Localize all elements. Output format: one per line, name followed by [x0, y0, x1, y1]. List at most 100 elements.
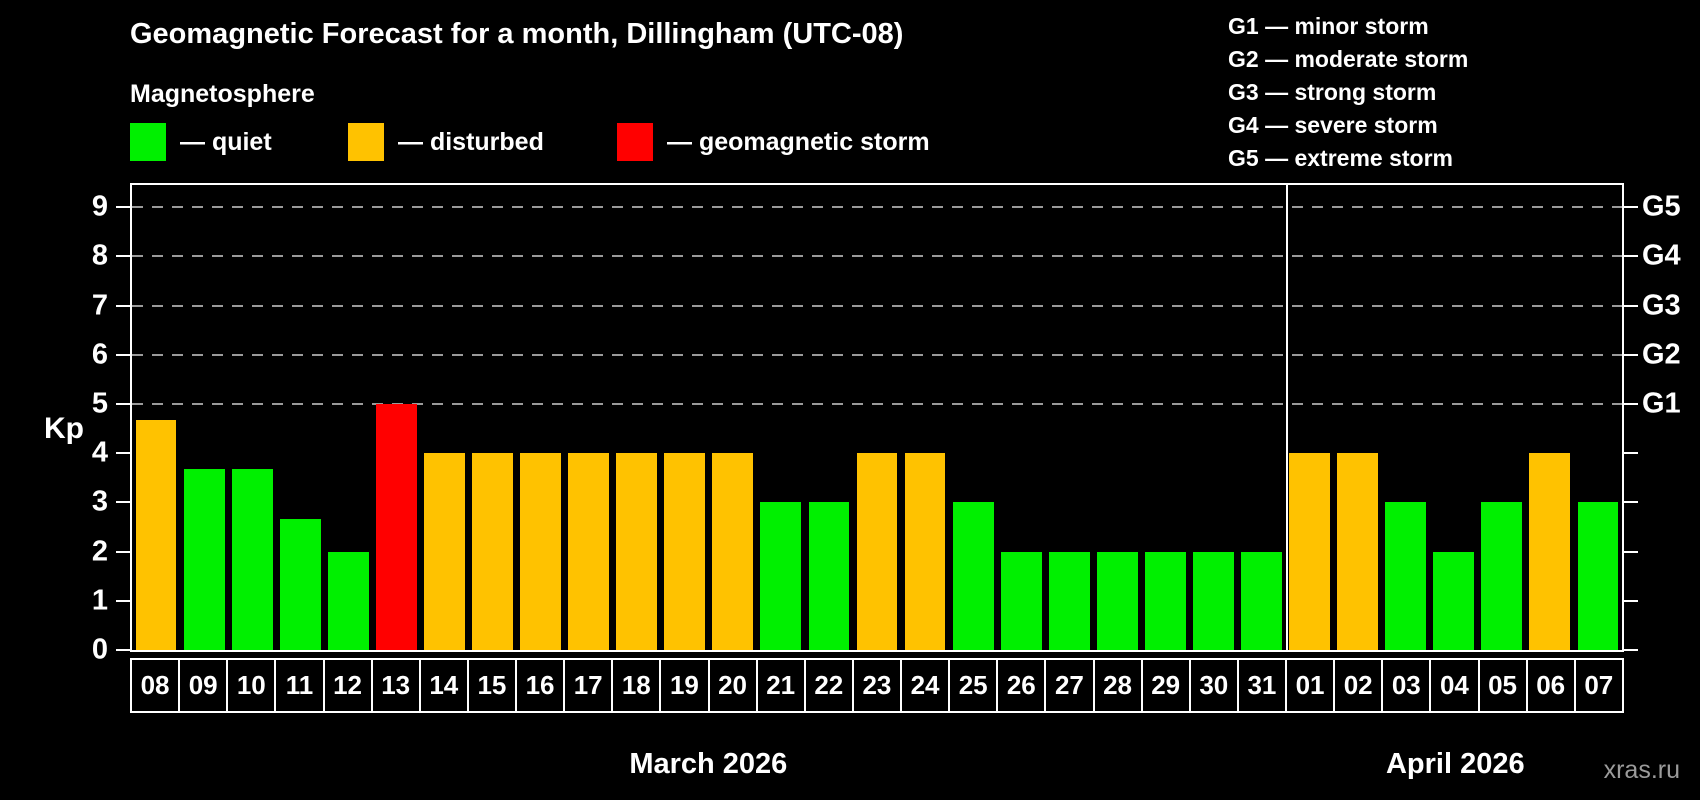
left-tick-3 [116, 501, 130, 504]
kp-bar-day-05 [1481, 502, 1523, 650]
kp-bar-day-19 [664, 453, 706, 650]
kp-bar-day-01 [1289, 453, 1330, 650]
day-label-29: 29 [1140, 658, 1191, 713]
day-label-11: 11 [274, 658, 325, 713]
day-label-06: 06 [1525, 658, 1576, 713]
right-tick-1 [1624, 599, 1638, 602]
day-label-20: 20 [707, 658, 758, 713]
right-tick-5 [1624, 402, 1638, 405]
chart-title: Geomagnetic Forecast for a month, Dillin… [130, 18, 904, 50]
right-axis-label-g5: G5 [1642, 190, 1681, 223]
kp-bar-day-06 [1529, 453, 1571, 650]
kp-bar-day-27 [1048, 551, 1090, 650]
kp-bar-day-04 [1433, 551, 1475, 650]
day-label-02: 02 [1333, 658, 1384, 713]
kp-bar-day-30 [1193, 551, 1234, 650]
day-label-28: 28 [1092, 658, 1143, 713]
y-tick-label-9: 9 [91, 190, 108, 223]
left-tick-1 [116, 599, 130, 602]
right-tick-4 [1624, 452, 1638, 455]
day-label-18: 18 [611, 658, 662, 713]
day-label-30: 30 [1188, 658, 1239, 713]
day-label-19: 19 [659, 658, 710, 713]
day-label-15: 15 [466, 658, 517, 713]
right-tick-6 [1624, 353, 1638, 356]
y-tick-label-0: 0 [91, 633, 108, 666]
plot-area: 0 1 2 3 4 5 G1 6 G2 7 G3 8 G4 9 G5 [92, 183, 1681, 664]
day-label-23: 23 [851, 658, 902, 713]
left-tick-6 [116, 353, 130, 356]
day-label-14: 14 [418, 658, 469, 713]
kp-bar-day-17 [568, 453, 610, 650]
y-tick-label-7: 7 [91, 289, 108, 322]
day-label-22: 22 [803, 658, 854, 713]
g3-legend-line: G3 — strong storm [1228, 79, 1437, 105]
day-label-12: 12 [322, 658, 373, 713]
storm-label: — geomagnetic storm [667, 127, 930, 156]
day-label-24: 24 [900, 658, 951, 713]
gridline-kp5 [132, 402, 1622, 405]
y-tick-label-8: 8 [91, 239, 108, 272]
disturbed-color-swatch [348, 123, 384, 161]
right-tick-0 [1624, 649, 1638, 651]
watermark: xras.ru [1603, 756, 1680, 784]
day-label-10: 10 [226, 658, 277, 713]
day-label-05: 05 [1477, 658, 1528, 713]
y-tick-label-4: 4 [91, 436, 108, 469]
day-label-17: 17 [563, 658, 614, 713]
day-label-27: 27 [1044, 658, 1095, 713]
gridline-kp6 [132, 353, 1622, 356]
y-tick-label-2: 2 [91, 535, 108, 568]
day-label-07: 07 [1573, 658, 1624, 713]
y-tick-label-5: 5 [91, 387, 108, 420]
month-row: March 2026 April 2026 [130, 744, 1624, 784]
kp-bar-day-12 [327, 551, 369, 650]
day-label-13: 13 [370, 658, 421, 713]
g5-legend-line: G5 — extreme storm [1228, 145, 1453, 171]
g1-legend-line: G1 — minor storm [1228, 13, 1429, 39]
right-tick-8 [1624, 255, 1638, 258]
day-label-09: 09 [178, 658, 229, 713]
g4-legend-line: G4 — severe storm [1228, 112, 1438, 138]
g2-legend-line: G2 — moderate storm [1228, 46, 1469, 72]
kp-bar-day-26 [1000, 551, 1042, 650]
month-label-march: March 2026 [629, 748, 788, 780]
y-tick-label-3: 3 [91, 485, 108, 518]
kp-bar-day-09 [183, 469, 225, 650]
right-axis-label-g1: G1 [1642, 387, 1681, 420]
quiet-label: — quiet [180, 127, 272, 156]
day-label-16: 16 [515, 658, 566, 713]
day-label-31: 31 [1236, 658, 1287, 713]
kp-bar-day-31 [1241, 551, 1282, 650]
kp-bar-day-18 [616, 453, 658, 650]
left-tick-2 [116, 550, 130, 553]
day-label-25: 25 [948, 658, 999, 713]
x-axis-day-row: 08 09 10 11 12 13 14 15 16 17 18 19 20 21 22 23 24 25 26 27… [130, 658, 1624, 713]
gridline-kp9 [132, 206, 1622, 209]
day-label-08: 08 [130, 658, 181, 713]
day-label-26: 26 [996, 658, 1047, 713]
right-axis-label-g3: G3 [1642, 289, 1681, 322]
month-separator-line [1285, 185, 1288, 650]
disturbed-label: — disturbed [398, 127, 544, 156]
legend-item-storm: — geomagnetic storm [617, 122, 930, 162]
kp-bar-day-22 [808, 502, 850, 650]
day-label-03: 03 [1381, 658, 1432, 713]
month-label-april: April 2026 [1385, 748, 1525, 780]
right-tick-3 [1624, 501, 1638, 504]
kp-bar-day-14 [423, 453, 465, 650]
day-label-01: 01 [1285, 658, 1336, 713]
left-tick-7 [116, 304, 130, 307]
left-tick-4 [116, 452, 130, 455]
gridline-kp7 [132, 304, 1622, 307]
kp-bar-day-13 [375, 403, 417, 650]
left-tick-9 [116, 206, 130, 209]
storm-color-swatch [617, 123, 653, 161]
day-label-21: 21 [755, 658, 806, 713]
kp-bar-day-16 [520, 453, 561, 650]
kp-bar-day-29 [1144, 551, 1186, 650]
right-tick-7 [1624, 304, 1638, 307]
kp-bar-day-25 [952, 502, 994, 650]
day-label-04: 04 [1429, 658, 1480, 713]
